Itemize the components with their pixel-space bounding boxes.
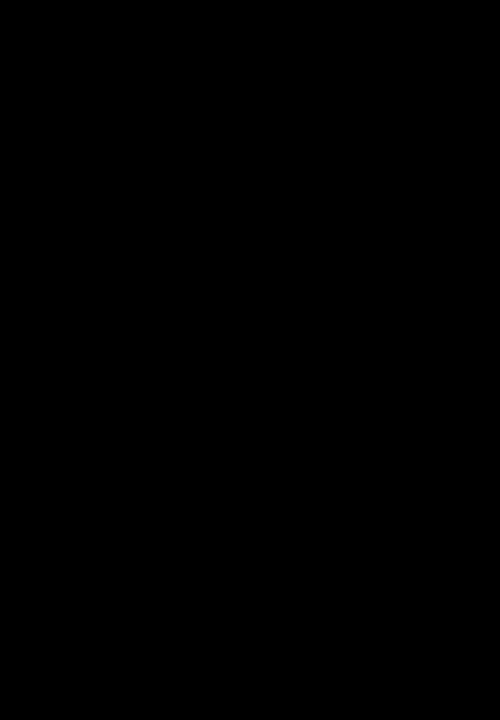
stats-header [0, 0, 500, 8]
